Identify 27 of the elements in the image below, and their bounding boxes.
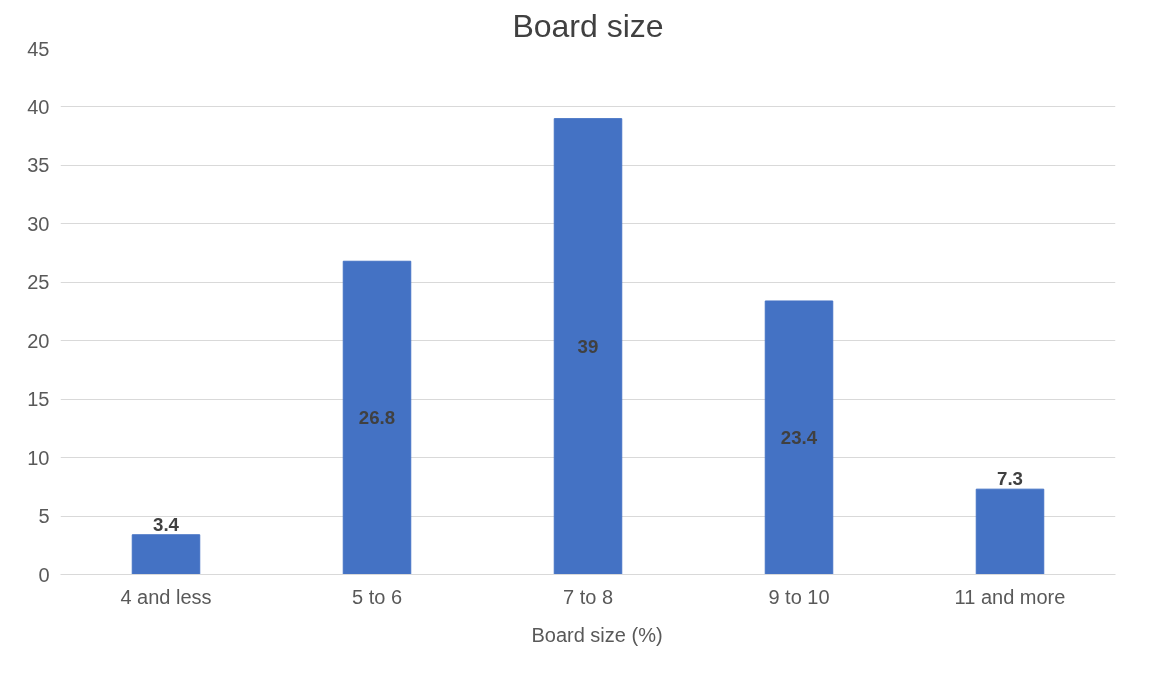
y-tick-label: 25 — [27, 271, 50, 294]
bar — [131, 534, 201, 575]
data-label: 39 — [577, 336, 599, 358]
x-tick-label: 11 and more — [954, 585, 1066, 608]
bar — [342, 260, 412, 575]
bar — [553, 118, 623, 575]
bar — [975, 488, 1045, 575]
x-tick-label: 7 to 8 — [562, 585, 614, 608]
x-tick-label: 4 and less — [120, 585, 212, 608]
data-label: 3.4 — [153, 513, 180, 535]
y-tick-label: 45 — [27, 37, 50, 60]
y-tick-label: 35 — [27, 154, 50, 177]
x-tick-label: 5 to 6 — [351, 585, 403, 608]
y-tick-label: 30 — [27, 212, 50, 235]
x-tick-label: 9 to 10 — [768, 585, 830, 608]
y-tick-label: 10 — [27, 446, 50, 469]
chart-title: Board size — [512, 7, 664, 44]
y-tick-label: 40 — [27, 95, 50, 118]
y-tick-label: 0 — [38, 563, 50, 586]
data-label: 7.3 — [997, 468, 1023, 490]
data-label: 23.4 — [780, 427, 818, 449]
bar — [764, 300, 834, 575]
y-tick-label: 5 — [38, 505, 50, 528]
y-tick-label: 20 — [27, 329, 50, 352]
text: Board size (%) — [531, 623, 663, 647]
y-tick-label: 15 — [27, 388, 50, 411]
data-label: 26.8 — [358, 407, 396, 429]
